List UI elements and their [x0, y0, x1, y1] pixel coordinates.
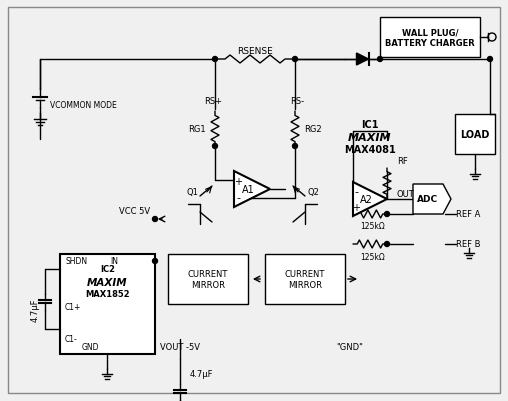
Text: REF A: REF A	[456, 210, 481, 219]
Bar	[265, 254, 345, 304]
Text: VCOMMON MODE: VCOMMON MODE	[50, 100, 117, 109]
Text: RG1: RG1	[188, 125, 206, 134]
Text: GND: GND	[81, 342, 99, 352]
Circle shape	[293, 57, 298, 62]
Bar	[155, 110, 440, 339]
Bar	[168, 254, 248, 304]
Text: RG2: RG2	[304, 125, 322, 134]
Text: RF: RF	[397, 157, 407, 166]
Text: RS-: RS-	[290, 97, 304, 106]
Text: MAXIM: MAXIM	[348, 133, 392, 143]
Circle shape	[293, 144, 298, 149]
Text: ADC: ADC	[418, 195, 438, 204]
Text: IC2: IC2	[100, 265, 115, 274]
Circle shape	[152, 259, 157, 264]
Text: C1+: C1+	[65, 303, 81, 312]
Text: +: +	[234, 176, 242, 186]
Text: IN: IN	[110, 257, 118, 266]
Polygon shape	[353, 182, 387, 217]
Bar	[60, 254, 155, 354]
Polygon shape	[413, 184, 451, 215]
Text: "GND": "GND"	[337, 342, 363, 352]
Text: +: +	[352, 203, 360, 213]
Text: C1-: C1-	[65, 335, 78, 344]
Text: CURRENT
MIRROR: CURRENT MIRROR	[188, 269, 228, 289]
Text: A1: A1	[242, 184, 255, 194]
Text: Q2: Q2	[307, 188, 319, 197]
Text: 125kΩ: 125kΩ	[361, 222, 386, 231]
Text: 125kΩ: 125kΩ	[361, 252, 386, 261]
Text: 4.7μF: 4.7μF	[30, 298, 40, 321]
Text: CURRENT
MIRROR: CURRENT MIRROR	[285, 269, 325, 289]
Circle shape	[212, 144, 217, 149]
Text: MAX1852: MAX1852	[85, 290, 130, 299]
Circle shape	[488, 57, 492, 62]
Text: -: -	[354, 186, 358, 196]
Text: -: -	[236, 192, 240, 203]
Text: RSENSE: RSENSE	[237, 47, 273, 57]
Bar	[380, 18, 480, 58]
Circle shape	[152, 217, 157, 222]
Circle shape	[385, 212, 390, 217]
Circle shape	[212, 57, 217, 62]
Text: 4.7μF: 4.7μF	[190, 370, 213, 379]
Text: REF B: REF B	[456, 240, 481, 249]
Text: Q1: Q1	[186, 188, 198, 197]
Text: LOAD: LOAD	[460, 130, 490, 140]
Text: MAXIM: MAXIM	[87, 277, 128, 287]
Text: WALL PLUG/
BATTERY CHARGER: WALL PLUG/ BATTERY CHARGER	[385, 28, 475, 48]
Polygon shape	[234, 172, 270, 207]
Text: SHDN: SHDN	[65, 257, 87, 266]
Circle shape	[377, 57, 383, 62]
Text: A2: A2	[360, 194, 372, 205]
Text: OUT: OUT	[396, 190, 414, 199]
Circle shape	[385, 242, 390, 247]
Text: VCC 5V: VCC 5V	[119, 207, 150, 216]
Text: IC1: IC1	[361, 120, 379, 130]
Bar	[455, 115, 495, 155]
Text: MAX4081: MAX4081	[344, 145, 396, 155]
Text: RS+: RS+	[204, 97, 222, 106]
Polygon shape	[357, 54, 368, 66]
Text: VOUT -5V: VOUT -5V	[160, 342, 200, 352]
